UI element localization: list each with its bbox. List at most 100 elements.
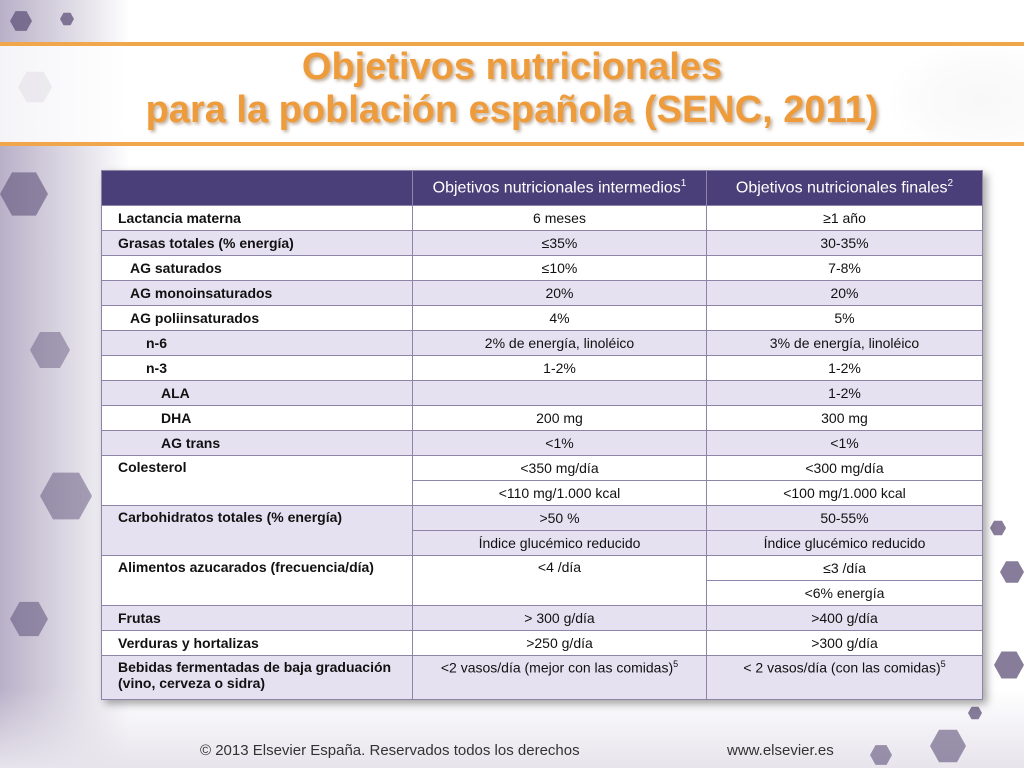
final-value: 20% — [706, 280, 983, 306]
row-label: Lactancia materna — [101, 205, 413, 231]
final-value: <1% — [706, 430, 983, 456]
final-value: <6% energía — [706, 580, 983, 606]
final-value-text: < 2 vasos/día (con las comidas) — [743, 659, 941, 676]
row-label: Grasas totales (% energía) — [101, 230, 413, 256]
table-row: <110 mg/1.000 kcal <100 mg/1.000 kcal — [102, 480, 983, 506]
final-value: 30-35% — [706, 230, 983, 256]
row-label: Carbohidratos totales (% energía) — [101, 505, 413, 556]
intermediate-value: 1-2% — [412, 355, 707, 381]
table-row: Verduras y hortalizas >250 g/día >300 g/… — [101, 630, 983, 656]
slide-title-line1: Objetivos nutricionales — [301, 46, 723, 88]
intermediate-value: >50 % — [412, 505, 707, 531]
final-value: 3% de energía, linoléico — [706, 330, 983, 356]
row-label: Frutas — [101, 605, 413, 631]
hexagon-decoration — [870, 745, 892, 765]
row-label: AG trans — [101, 430, 413, 456]
final-value: ≥1 año — [706, 205, 983, 231]
hexagon-decoration — [10, 11, 32, 31]
table-row: Colesterol <350 mg/día <300 mg/día — [101, 455, 983, 506]
intermediate-value: ≤35% — [412, 230, 707, 256]
header-final-label: Objetivos nutricionales finales — [735, 179, 948, 197]
header-intermediate: Objetivos nutricionales intermedios1 — [412, 170, 707, 206]
final-value: <300 mg/día — [706, 455, 983, 481]
table-row: n-3 1-2% 1-2% — [101, 355, 983, 381]
hexagon-decoration — [994, 651, 1024, 679]
row-label: AG monoinsaturados — [101, 280, 413, 306]
intermediate-value: >250 g/día — [412, 630, 707, 656]
header-final-note: 2 — [947, 178, 954, 190]
hexagon-decoration — [1000, 561, 1024, 583]
intermediate-value: <1% — [412, 430, 707, 456]
intermediate-value: <110 mg/1.000 kcal — [412, 480, 707, 506]
intermediate-value: Índice glucémico reducido — [412, 530, 707, 556]
final-value: >400 g/día — [706, 605, 983, 631]
header-final: Objetivos nutricionales finales2 — [706, 170, 983, 206]
hexagon-decoration — [990, 520, 1006, 536]
row-label-line1: Bebidas fermentadas de baja graduación — [118, 659, 392, 675]
background-bottom-decoration — [0, 688, 1024, 768]
table-row: Carbohidratos totales (% energía) >50 % … — [101, 505, 983, 556]
row-label: DHA — [101, 405, 413, 431]
final-value: <100 mg/1.000 kcal — [706, 480, 983, 506]
row-label: ALA — [101, 380, 413, 406]
row-label: Colesterol — [101, 455, 413, 506]
hexagon-decoration — [930, 729, 966, 763]
title-band — [0, 42, 1024, 146]
final-value: 5% — [706, 305, 983, 331]
hexagon-decoration — [968, 706, 982, 720]
hexagon-decoration — [0, 172, 48, 216]
final-value: Índice glucémico reducido — [706, 530, 983, 556]
final-value: 50-55% — [706, 505, 983, 531]
final-value: 300 mg — [706, 405, 983, 431]
table-row: ALA 1-2% — [101, 380, 983, 406]
intermediate-value: 20% — [412, 280, 707, 306]
nutrition-objectives-table: Objetivos nutricionales intermedios1 Obj… — [101, 170, 983, 700]
slide-title-line2: para la población española (SENC, 2011) — [145, 89, 879, 131]
row-label: AG saturados — [101, 255, 413, 281]
table-row: Frutas > 300 g/día >400 g/día — [101, 605, 983, 631]
intermediate-value: ≤10% — [412, 255, 707, 281]
final-value: 1-2% — [706, 380, 983, 406]
intermediate-value: > 300 g/día — [412, 605, 707, 631]
intermediate-value: <2 vasos/día (mejor con las comidas)5 — [412, 655, 707, 700]
table-row: Índice glucémico reducido Índice glucémi… — [102, 530, 983, 556]
table-row: AG monoinsaturados 20% 20% — [101, 280, 983, 306]
table-header-row: Objetivos nutricionales intermedios1 Obj… — [101, 170, 983, 206]
intermediate-value — [412, 380, 707, 406]
hexagon-decoration — [30, 332, 70, 368]
header-intermediate-label: Objetivos nutricionales intermedios — [432, 179, 681, 197]
table-row: AG trans <1% <1% — [101, 430, 983, 456]
intermediate-value-text: <2 vasos/día (mejor con las comidas) — [440, 659, 674, 676]
table-row: AG saturados ≤10% 7-8% — [101, 255, 983, 281]
intermediate-value: 200 mg — [412, 405, 707, 431]
final-value: 1-2% — [706, 355, 983, 381]
table-row: n-6 2% de energía, linoléico 3% de energ… — [101, 330, 983, 356]
intermediate-value: 2% de energía, linoléico — [412, 330, 707, 356]
website-link[interactable]: www.elsevier.es — [727, 742, 834, 759]
hexagon-decoration — [60, 12, 74, 26]
table-row: Alimentos azucarados (frecuencia/día) <4… — [101, 555, 983, 606]
table-row: DHA 200 mg 300 mg — [101, 405, 983, 431]
row-label: n-3 — [101, 355, 413, 381]
final-value: >300 g/día — [706, 630, 983, 656]
footnote-marker: 5 — [673, 659, 679, 669]
slide-title: Objetivos nutricionales para la població… — [0, 46, 1024, 132]
final-value: ≤3 /día — [706, 555, 983, 581]
row-label: Alimentos azucarados (frecuencia/día) — [101, 555, 413, 606]
final-value: < 2 vasos/día (con las comidas)5 — [706, 655, 983, 700]
intermediate-value: <4 /día — [412, 555, 707, 606]
copyright-text: © 2013 Elsevier España. Reservados todos… — [200, 742, 580, 759]
intermediate-value: <350 mg/día — [412, 455, 707, 481]
footnote-marker: 5 — [940, 659, 946, 669]
row-label: Bebidas fermentadas de baja graduación (… — [101, 655, 413, 700]
table-row: Grasas totales (% energía) ≤35% 30-35% — [101, 230, 983, 256]
table-row: Lactancia materna 6 meses ≥1 año — [101, 205, 983, 231]
table-row: Bebidas fermentadas de baja graduación (… — [101, 655, 983, 700]
intermediate-value: 6 meses — [412, 205, 707, 231]
row-label: n-6 — [101, 330, 413, 356]
row-label: Verduras y hortalizas — [101, 630, 413, 656]
row-label: AG poliinsaturados — [101, 305, 413, 331]
table-row: AG poliinsaturados 4% 5% — [101, 305, 983, 331]
header-intermediate-note: 1 — [680, 178, 687, 190]
header-empty-cell — [101, 170, 413, 206]
